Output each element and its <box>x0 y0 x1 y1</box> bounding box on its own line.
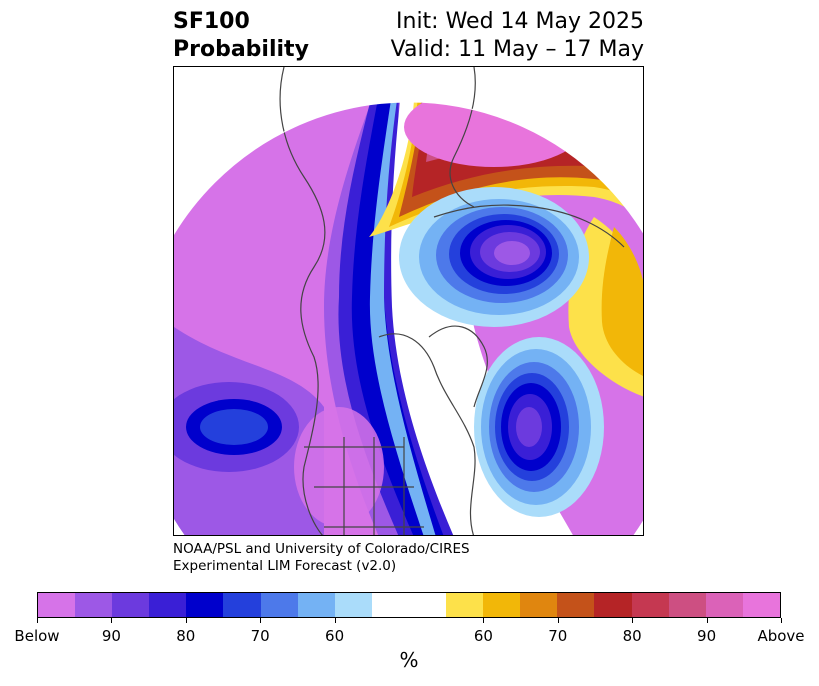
probability-map <box>173 66 644 536</box>
colorbar <box>37 592 781 618</box>
colorbar-segment <box>75 593 113 617</box>
probability-field <box>174 102 643 535</box>
colorbar-tick-label: 70 <box>548 627 568 645</box>
colorbar-segment <box>446 593 484 617</box>
colorbar-tick-mark <box>557 618 559 623</box>
colorbar-tick-mark <box>260 618 262 623</box>
colorbar-segment <box>594 593 632 617</box>
colorbar-tick-label: Below <box>14 627 60 645</box>
colorbar-segment <box>520 593 558 617</box>
colorbar-tick-label: 80 <box>176 627 196 645</box>
colorbar-segment <box>297 593 335 617</box>
colorbar-tick-label: 60 <box>473 627 493 645</box>
colorbar-segment <box>112 593 150 617</box>
colorbar-tick-mark <box>334 618 336 623</box>
colorbar-segment <box>186 593 224 617</box>
map-plot <box>174 67 643 535</box>
colorbar-tick-label: 90 <box>697 627 717 645</box>
colorbar-segment <box>705 593 743 617</box>
colorbar-tick-mark <box>483 618 485 623</box>
colorbar-tick-mark <box>706 618 708 623</box>
colorbar-tick-label: 90 <box>101 627 121 645</box>
colorbar-segment <box>223 593 261 617</box>
colorbar-unit: % <box>399 648 419 672</box>
colorbar-tick-mark <box>111 618 113 623</box>
coastlines <box>279 67 625 535</box>
credit-line-1: NOAA/PSL and University of Colorado/CIRE… <box>173 541 470 557</box>
colorbar-segment <box>371 593 409 617</box>
colorbar-tick-label: 60 <box>325 627 345 645</box>
map-title: SF100 Probability <box>173 8 309 64</box>
colorbar-tick-label: 70 <box>250 627 270 645</box>
colorbar-segment <box>334 593 372 617</box>
colorbar-tick-mark <box>781 618 782 623</box>
colorbar-segment <box>557 593 595 617</box>
valid-range: Valid: 11 May – 17 May <box>390 37 644 62</box>
colorbar-segment <box>668 593 706 617</box>
colorbar-segment <box>149 593 187 617</box>
colorbar-segment <box>742 593 780 617</box>
init-date: Init: Wed 14 May 2025 <box>396 9 644 34</box>
title-variable: SF100 <box>173 9 250 34</box>
colorbar-tick-label: 80 <box>622 627 642 645</box>
credit-text: NOAA/PSL and University of Colorado/CIRE… <box>173 541 470 575</box>
colorbar-tick-mark <box>37 618 38 623</box>
colorbar-tick-label: Above <box>757 627 805 645</box>
colorbar-segment <box>408 593 447 617</box>
credit-line-2: Experimental LIM Forecast (v2.0) <box>173 558 397 574</box>
colorbar-tick-mark <box>185 618 187 623</box>
colorbar-segment <box>631 593 669 617</box>
forecast-dates: Init: Wed 14 May 2025 Valid: 11 May – 17… <box>391 8 644 64</box>
colorbar-segment <box>38 593 76 617</box>
colorbar-segment <box>260 593 298 617</box>
title-type: Probability <box>173 37 309 62</box>
colorbar-tick-mark <box>632 618 634 623</box>
colorbar-segment <box>483 593 521 617</box>
